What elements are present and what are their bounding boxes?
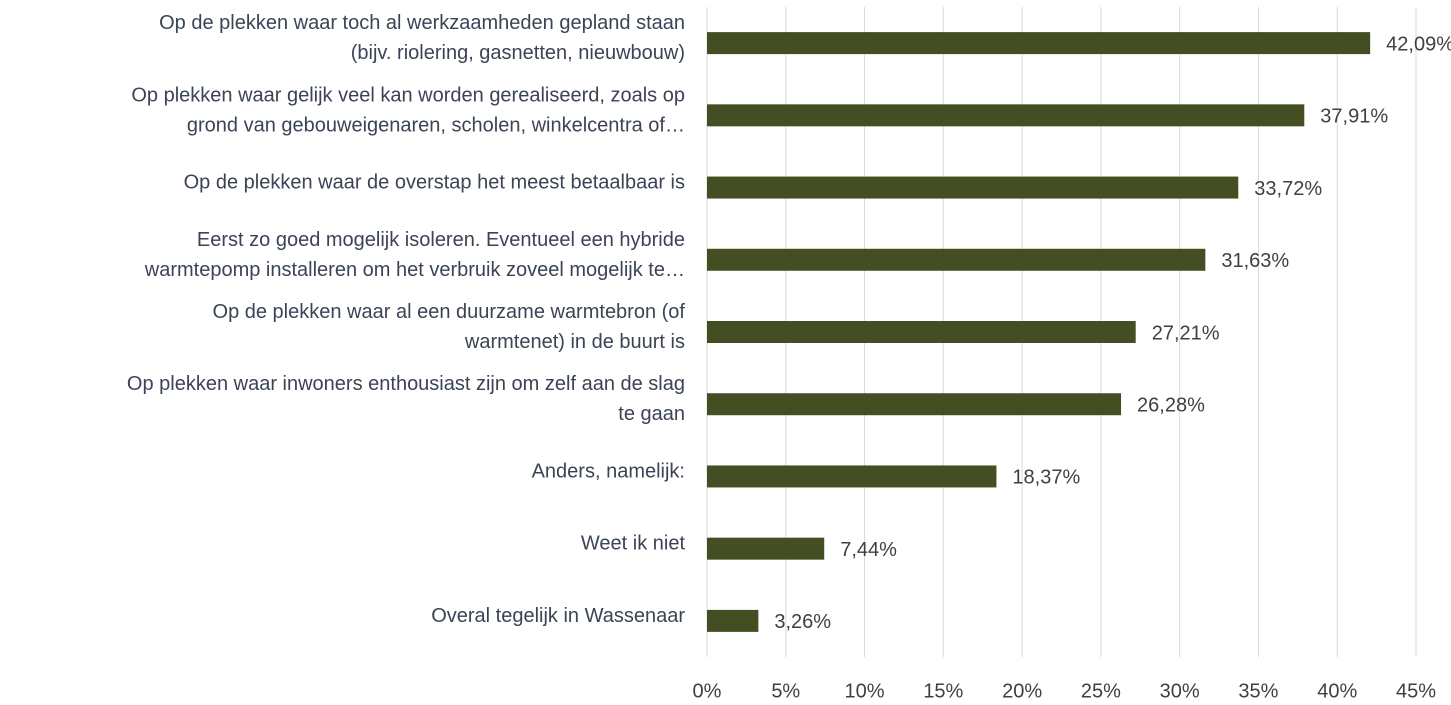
category-label: Anders, namelijk:: [532, 461, 685, 483]
x-tick-label: 45%: [1396, 680, 1436, 702]
category-label: Overal tegelijk in Wassenaar: [431, 605, 685, 627]
bar: [707, 104, 1305, 127]
data-label: 42,09%: [1386, 33, 1451, 55]
category-label: Op de plekken waar toch al werkzaamheden…: [159, 12, 685, 64]
data-label: 27,21%: [1152, 322, 1220, 344]
data-label: 7,44%: [840, 539, 897, 561]
category-label-line: te gaan: [618, 404, 685, 426]
bar: [707, 609, 759, 632]
x-tick-label: 0%: [693, 680, 722, 702]
category-label-line: warmtepomp installeren om het verbruik z…: [144, 259, 685, 281]
category-label: Weet ik niet: [581, 533, 686, 555]
bar: [707, 176, 1239, 199]
x-tick-label: 35%: [1238, 680, 1278, 702]
category-label-line: Op de plekken waar al een duurzame warmt…: [213, 301, 686, 323]
bar: [707, 465, 997, 488]
data-label: 26,28%: [1137, 395, 1205, 417]
data-label: 18,37%: [1012, 467, 1080, 489]
x-tick-label: 5%: [771, 680, 800, 702]
x-tick-label: 10%: [845, 680, 885, 702]
x-tick-label: 30%: [1160, 680, 1200, 702]
bar: [707, 393, 1122, 416]
category-label-line: warmtenet) in de buurt is: [464, 331, 685, 353]
category-label-line: grond van gebouweigenaren, scholen, wink…: [187, 115, 685, 137]
x-tick-label: 40%: [1317, 680, 1357, 702]
category-label: Eerst zo goed mogelijk isoleren. Eventue…: [144, 229, 685, 281]
x-tick-label: 25%: [1081, 680, 1121, 702]
category-label-line: (bijv. riolering, gasnetten, nieuwbouw): [351, 42, 685, 64]
x-tick-label: 15%: [923, 680, 963, 702]
category-label: Op de plekken waar de overstap het meest…: [184, 172, 685, 194]
bar: [707, 537, 825, 560]
category-label-line: Anders, namelijk:: [532, 461, 685, 483]
bar: [707, 32, 1371, 55]
bar: [707, 321, 1136, 343]
category-label-line: Op plekken waar inwoners enthousiast zij…: [127, 374, 685, 396]
category-label: Op de plekken waar al een duurzame warmt…: [213, 301, 686, 353]
category-label-line: Op de plekken waar de overstap het meest…: [184, 172, 685, 194]
category-label: Op plekken waar inwoners enthousiast zij…: [127, 374, 685, 426]
category-label-line: Eerst zo goed mogelijk isoleren. Eventue…: [197, 229, 685, 251]
category-label-line: Overal tegelijk in Wassenaar: [431, 605, 685, 627]
category-label-line: Weet ik niet: [581, 533, 686, 555]
data-label: 37,91%: [1320, 106, 1388, 128]
bar: [707, 248, 1206, 271]
data-label: 31,63%: [1221, 250, 1289, 272]
data-label: 33,72%: [1254, 178, 1322, 200]
category-label-line: Op plekken waar gelijk veel kan worden g…: [131, 85, 685, 107]
x-tick-label: 20%: [1002, 680, 1042, 702]
category-label-line: Op de plekken waar toch al werkzaamheden…: [159, 12, 685, 34]
data-label: 3,26%: [774, 611, 831, 633]
category-label: Op plekken waar gelijk veel kan worden g…: [131, 85, 685, 137]
